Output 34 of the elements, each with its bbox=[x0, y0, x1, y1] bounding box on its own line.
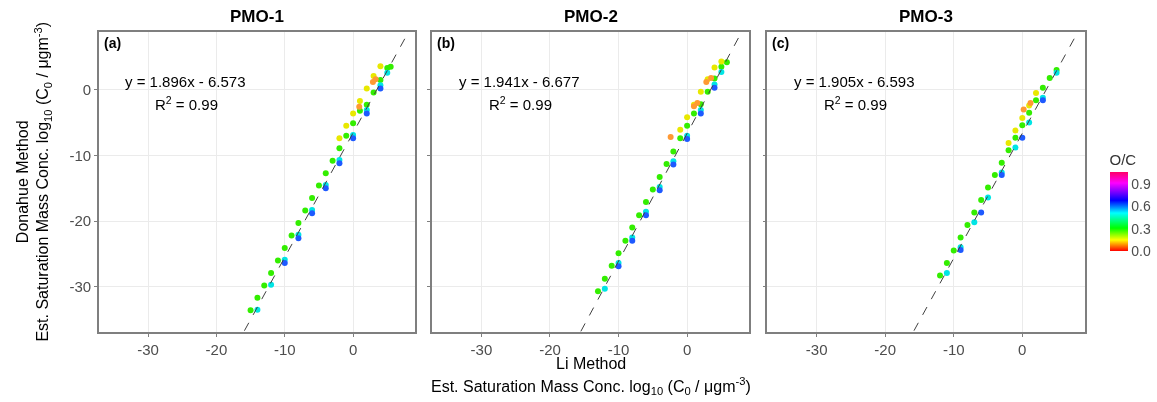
x-tick-label: -10 bbox=[273, 340, 296, 358]
color-bar-label: 0.0 bbox=[1131, 243, 1151, 260]
annotation: y = 1.896x - 6.573 bbox=[125, 73, 246, 90]
annotation: (c) bbox=[772, 35, 790, 51]
x-tick-label: 0 bbox=[348, 340, 358, 358]
x-tick-label: -30 bbox=[470, 340, 493, 358]
x-tick-label: -20 bbox=[539, 340, 561, 358]
x-tick-label: -30 bbox=[805, 340, 828, 358]
y-tick-label: 0 bbox=[82, 81, 92, 99]
color-bar-label: 0.9 bbox=[1131, 175, 1151, 192]
color-bar-title: O/C bbox=[1109, 150, 1137, 168]
y-tick-label: -30 bbox=[69, 277, 92, 295]
x-tick-label: -20 bbox=[874, 340, 897, 358]
x-axis-title: Li Method Est. Saturation Mass Conc. log$_{10}$ (C$_{0}$ / μgm$^{-3}$) bbox=[431, 355, 751, 398]
annotation: R$^{2}$ = 0.99 bbox=[489, 94, 552, 114]
x-tick-label: -20 bbox=[205, 340, 228, 358]
x-tick-label: -10 bbox=[942, 340, 965, 358]
x-tick-label: 0 bbox=[1018, 340, 1027, 358]
annotation: y = 1.941x - 6.677 bbox=[459, 73, 580, 90]
x-tick-label: 0 bbox=[682, 340, 692, 358]
y-tick-label: -20 bbox=[69, 212, 92, 230]
chart-title: PMO-1 bbox=[230, 7, 284, 26]
x-tick-label: -30 bbox=[137, 340, 159, 358]
y-tick-label: -10 bbox=[69, 146, 92, 164]
annotation: (a) bbox=[104, 35, 122, 51]
annotation: (b) bbox=[437, 35, 455, 51]
annotation: R$^{2}$ = 0.99 bbox=[155, 94, 218, 114]
color-bar-label: 0.3 bbox=[1131, 220, 1151, 237]
chart-title: PMO-3 bbox=[899, 7, 953, 26]
color-bar-label: 0.6 bbox=[1131, 198, 1151, 215]
annotation: y = 1.905x - 6.593 bbox=[794, 73, 915, 90]
x-tick-label: -10 bbox=[607, 340, 630, 358]
annotation: R$^{2}$ = 0.99 bbox=[824, 94, 887, 114]
chart-title: PMO-2 bbox=[564, 7, 618, 26]
